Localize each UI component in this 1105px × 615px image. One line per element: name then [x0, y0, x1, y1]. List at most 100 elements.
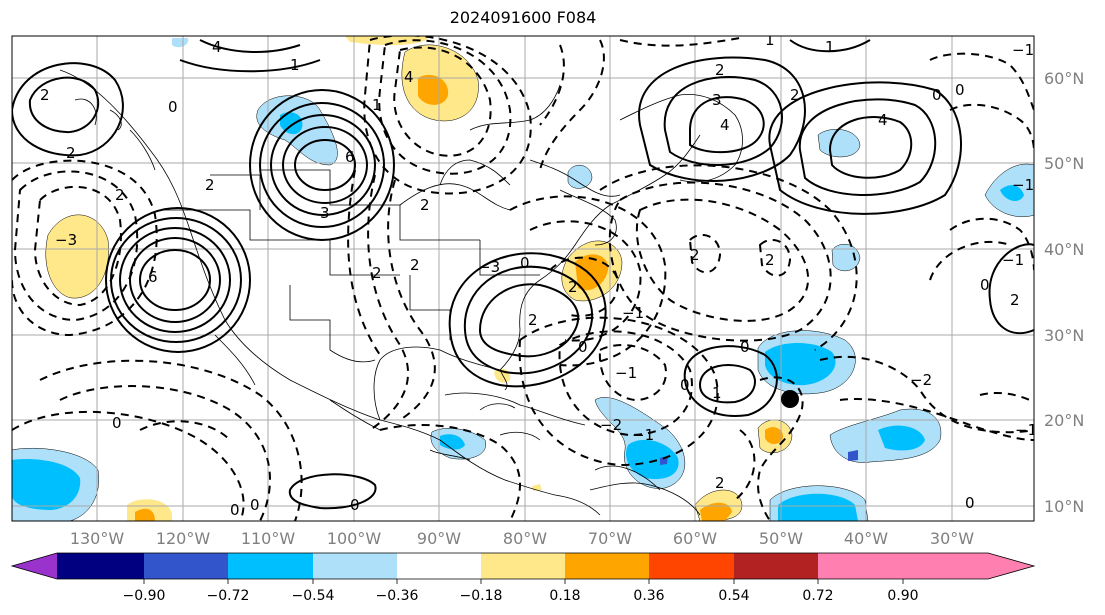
lon-label: 120°W	[156, 529, 211, 548]
colorbar-tick-label: −0.90	[123, 588, 166, 604]
colorbar-tick-label: −0.54	[292, 588, 335, 604]
contour-label: 2	[115, 186, 125, 204]
latitude-labels: 60°N 50°N 40°N 30°N 20°N 10°N	[1044, 69, 1084, 516]
contour-label: −2	[600, 416, 622, 434]
lon-label: 60°W	[673, 529, 717, 548]
contour-label: 1	[765, 31, 775, 49]
contour-label: 0	[578, 338, 588, 356]
contour-label: 2	[715, 61, 725, 79]
lat-label: 60°N	[1044, 69, 1084, 88]
colorbar-segment	[649, 553, 734, 579]
contour-label: 2	[790, 86, 800, 104]
colorbar-tick-label: 0.72	[802, 588, 833, 604]
storm-marker	[781, 390, 799, 408]
lon-label: 90°W	[417, 529, 461, 548]
colorbar-tick-label: −0.18	[460, 588, 503, 604]
shaded-fields	[12, 36, 1034, 521]
colorbar-tick-label: 0.18	[549, 588, 580, 604]
contour-label: 2	[690, 246, 700, 264]
lon-label: 40°W	[844, 529, 888, 548]
contour-label: 1	[372, 96, 382, 114]
colorbar-segment	[734, 553, 818, 579]
colorbar-segment	[818, 553, 903, 579]
colorbar-extend-high	[903, 553, 1034, 579]
contour-label: 2	[1010, 291, 1020, 309]
contour-label: 2	[568, 278, 578, 296]
lon-label: 110°W	[241, 529, 296, 548]
contour-label: −1	[1002, 251, 1024, 269]
lon-label: 100°W	[327, 529, 382, 548]
contour-label: −1	[632, 426, 654, 444]
contour-label: 0	[932, 86, 942, 104]
contour-label: 6	[345, 148, 355, 166]
contour-label: 4	[404, 68, 414, 86]
colorbar-segment	[228, 553, 313, 579]
contour-label: 2	[528, 311, 538, 329]
contour-label: 4	[720, 116, 730, 134]
contour-label: −1	[1015, 421, 1037, 439]
contour-label: 2	[410, 256, 420, 274]
contour-label: 0	[680, 376, 690, 394]
colorbar-segment	[481, 553, 565, 579]
colorbar-segment	[313, 553, 397, 579]
contour-label: 2	[40, 86, 50, 104]
contour-label: 1	[825, 38, 835, 56]
contour-label: 0	[250, 496, 260, 514]
graticule	[12, 36, 1034, 521]
contour-label: 0	[168, 98, 178, 116]
lon-label: 70°W	[588, 529, 632, 548]
colorbar-segment	[57, 553, 144, 579]
contour-label: 3	[712, 91, 722, 109]
lon-label: 30°W	[930, 529, 974, 548]
colorbar-tick-label: −0.36	[376, 588, 419, 604]
contour-label: 2	[765, 251, 775, 269]
contour-label: 0	[965, 494, 975, 512]
contour-label: 0	[230, 501, 240, 519]
lat-label: 30°N	[1044, 326, 1084, 345]
map-frame	[11, 35, 1035, 522]
colorbar-segment	[397, 553, 481, 579]
contour-label: 2	[420, 196, 430, 214]
colorbar-tick-label: 0.36	[633, 588, 664, 604]
contour-label: 0	[520, 254, 530, 272]
colorbar-segment	[144, 553, 228, 579]
colorbar-tick-label: 0.90	[887, 588, 918, 604]
lat-label: 20°N	[1044, 411, 1084, 430]
contour-label: 2	[715, 474, 725, 492]
contour-label: 0	[112, 414, 122, 432]
lat-label: 50°N	[1044, 154, 1084, 173]
contour-label: −3	[478, 258, 500, 276]
contour-label: 0	[955, 81, 965, 99]
contour-label: 4	[212, 38, 222, 56]
colorbar-tick-label: −0.72	[207, 588, 250, 604]
contour-label: 2	[205, 176, 215, 194]
lon-label: 50°W	[759, 529, 803, 548]
contour-label: 2	[66, 144, 76, 162]
lon-label: 130°W	[70, 529, 125, 548]
lon-label: 80°W	[503, 529, 547, 548]
contour-label: −1	[622, 304, 644, 322]
lat-label: 10°N	[1044, 497, 1084, 516]
contour-label: 0	[980, 276, 990, 294]
contour-label: 6	[148, 268, 158, 286]
lat-label: 40°N	[1044, 240, 1084, 259]
colorbar-tick-label: 0.54	[718, 588, 749, 604]
contour-label: −2	[910, 371, 932, 389]
contour-label: 0	[740, 338, 750, 356]
contour-label: 3	[320, 204, 330, 222]
map-title: 2024091600 F084	[449, 8, 597, 27]
contour-label: −1	[1012, 41, 1034, 59]
colorbar-segment	[565, 553, 649, 579]
colorbar: −0.90 −0.72 −0.54 −0.36 −0.18 0.18 0.36 …	[10, 552, 1036, 604]
contour-label: 1	[290, 56, 300, 74]
contour-label: 4	[878, 111, 888, 129]
contour-label: 1	[712, 384, 722, 402]
longitude-labels: 130°W 120°W 110°W 100°W 90°W 80°W 70°W 6…	[70, 529, 974, 548]
contour-label: 0	[350, 496, 360, 514]
negative-contours	[12, 36, 1034, 521]
contour-label: −1	[615, 364, 637, 382]
contour-label: −3	[55, 231, 77, 249]
contour-label: 2	[372, 264, 382, 282]
colorbar-extend-low	[12, 553, 57, 579]
